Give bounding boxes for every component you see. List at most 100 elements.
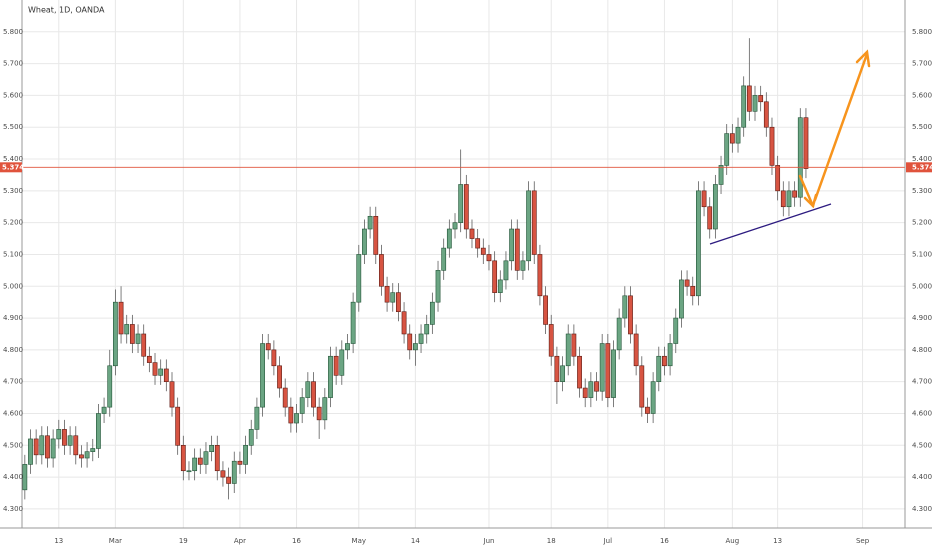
candle-body: [701, 190, 707, 208]
candle-body: [696, 190, 701, 297]
candle-body: [96, 413, 101, 449]
candle-body: [588, 381, 594, 398]
candle-body: [537, 254, 543, 297]
time-axis-panel: [0, 528, 932, 550]
y-tick-label: 5.300: [3, 187, 23, 195]
grid: [22, 0, 905, 528]
candle-body: [531, 190, 537, 255]
candle-body: [328, 355, 333, 398]
candle-body: [503, 260, 509, 281]
x-tick-label: 14: [411, 537, 420, 545]
y-tick-label: 4.800: [3, 346, 23, 354]
candle-body: [514, 228, 520, 271]
candle-body: [401, 311, 407, 335]
x-tick-label: Sep: [856, 537, 870, 545]
last-price-box: [0, 162, 22, 173]
candle-body: [243, 445, 248, 465]
y-tick-label-right: 4.400: [912, 473, 932, 481]
candle-body: [741, 85, 747, 128]
candle-body: [469, 228, 475, 239]
candle-body: [237, 460, 243, 465]
candle-body: [746, 85, 752, 112]
candle-body: [429, 301, 435, 325]
candle-body: [492, 260, 498, 293]
y-tick-label-right: 5.300: [912, 187, 932, 195]
y-tick-label: 5.100: [3, 250, 23, 258]
candle-body: [786, 190, 792, 208]
x-tick-label: Aug: [726, 537, 740, 545]
candle-body: [33, 438, 39, 456]
y-tick-label-right: 5.700: [912, 60, 932, 68]
candle-body: [146, 355, 152, 363]
candle-body: [407, 333, 413, 351]
candle-body: [362, 228, 367, 255]
candle-body: [248, 429, 254, 446]
arrow-down: [798, 174, 815, 208]
candle-body: [384, 285, 390, 303]
candle-body: [712, 184, 718, 230]
candle-body: [339, 349, 345, 376]
candle-body: [254, 406, 260, 430]
y-tick-label: 4.900: [3, 314, 23, 322]
candle-body: [311, 381, 316, 408]
y-tick-label: 5.800: [3, 28, 23, 36]
candle-body: [735, 126, 741, 144]
candle-body: [526, 190, 531, 262]
candle-body: [39, 435, 45, 456]
y-tick-label-right: 4.300: [912, 505, 932, 513]
candle-body: [458, 184, 464, 223]
candle-body: [305, 381, 311, 398]
y-tick-label: 4.700: [3, 378, 23, 386]
right-axis-panel: [905, 0, 932, 528]
candle-body: [571, 333, 577, 357]
y-tick-label-right: 5.500: [912, 123, 932, 131]
y-tick-label: 4.400: [3, 473, 23, 481]
x-tick-label: Apr: [234, 537, 246, 545]
candle-body: [294, 413, 299, 424]
candle-body: [616, 317, 622, 351]
candle-body: [356, 254, 362, 303]
candle-body: [639, 365, 645, 408]
candle-body: [752, 95, 758, 112]
y-tick-label-right: 4.900: [912, 314, 932, 322]
candle-body: [135, 333, 141, 344]
x-tick-label: 18: [547, 537, 556, 545]
candle-body: [214, 445, 220, 472]
candle-body: [792, 190, 798, 198]
last-price-box-right: [906, 162, 932, 173]
candle-body: [56, 429, 62, 440]
candle-body: [277, 365, 282, 389]
candle-body: [390, 292, 396, 303]
candle-body: [169, 381, 175, 408]
x-tick-label: 13: [54, 537, 63, 545]
candle-body: [548, 324, 554, 357]
candle-body: [718, 165, 724, 185]
y-tick-label-right: 4.700: [912, 378, 932, 386]
candle-body: [690, 285, 696, 297]
candle-body: [435, 270, 441, 303]
last-price-label-right: 5.374: [912, 163, 932, 171]
candle-body: [186, 470, 192, 473]
candle-body: [101, 406, 107, 414]
candle-body: [62, 429, 67, 446]
candle-body: [322, 397, 328, 421]
candle-body: [758, 95, 764, 103]
candle-body: [582, 387, 588, 398]
candle-body: [192, 457, 198, 472]
candle-body: [107, 365, 113, 408]
arrow-up: [813, 52, 869, 202]
candle-body: [622, 295, 628, 319]
y-tick-label-right: 5.600: [912, 91, 932, 99]
candle-body: [373, 215, 379, 255]
candle-body: [226, 476, 231, 484]
y-tick-label: 5.700: [3, 60, 23, 68]
y-tick-label-right: 5.400: [912, 155, 932, 163]
candle-body: [209, 445, 215, 452]
candle-body: [396, 292, 401, 313]
candle-body: [707, 206, 713, 230]
x-tick-label: Jun: [483, 537, 495, 545]
candle-body: [650, 381, 656, 414]
candle-body: [452, 222, 458, 230]
candle-body: [656, 355, 662, 382]
candle-body: [424, 324, 430, 335]
